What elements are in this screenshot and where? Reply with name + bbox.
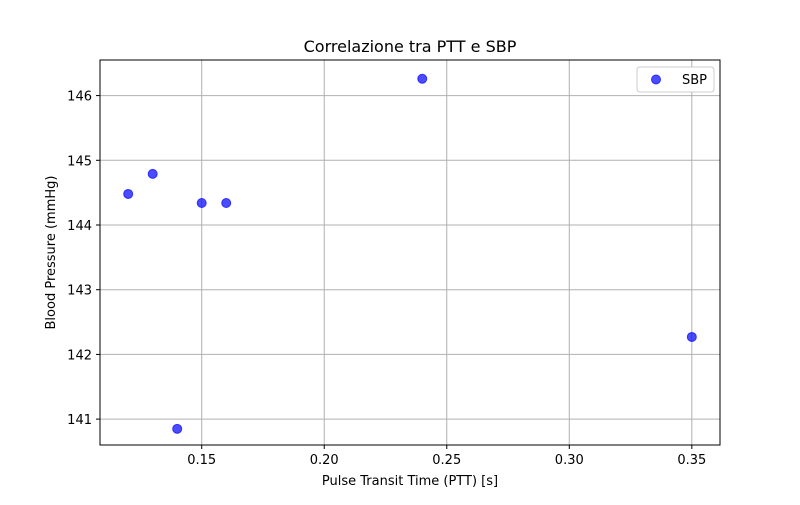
x-axis-label: Pulse Transit Time (PTT) [s]	[322, 474, 498, 489]
y-tick-label: 142	[67, 348, 92, 363]
grid	[100, 60, 720, 445]
legend-marker-sbp	[651, 74, 661, 85]
data-point	[221, 198, 232, 208]
x-tick-label: 0.35	[677, 453, 706, 468]
data-point	[417, 73, 428, 84]
y-tick-label: 143	[67, 284, 92, 299]
data-point	[123, 188, 134, 199]
data-points	[123, 73, 697, 434]
data-point	[686, 331, 697, 342]
y-axis-ticks: 141 142 143 144 145 146	[67, 90, 100, 428]
legend: SBP	[636, 66, 715, 93]
legend-label-sbp: SBP	[682, 73, 707, 88]
y-tick-label: 144	[67, 219, 92, 234]
x-tick-label: 0.25	[432, 453, 461, 468]
y-tick-label: 141	[67, 413, 92, 428]
chart-title: Correlazione tra PTT e SBP	[304, 37, 517, 56]
y-axis-label: Blood Pressure (mmHg)	[44, 176, 59, 330]
x-axis-ticks: 0.15 0.20 0.25 0.30 0.35	[187, 445, 706, 468]
x-tick-label: 0.20	[310, 453, 339, 468]
plot-area-frame	[99, 59, 721, 446]
data-point	[147, 168, 158, 179]
data-point	[196, 198, 207, 208]
y-tick-label: 145	[67, 154, 92, 169]
y-tick-label: 146	[67, 90, 92, 105]
legend-box	[636, 66, 715, 93]
x-tick-label: 0.15	[187, 453, 216, 468]
x-tick-label: 0.30	[555, 453, 584, 468]
data-point	[172, 423, 183, 434]
